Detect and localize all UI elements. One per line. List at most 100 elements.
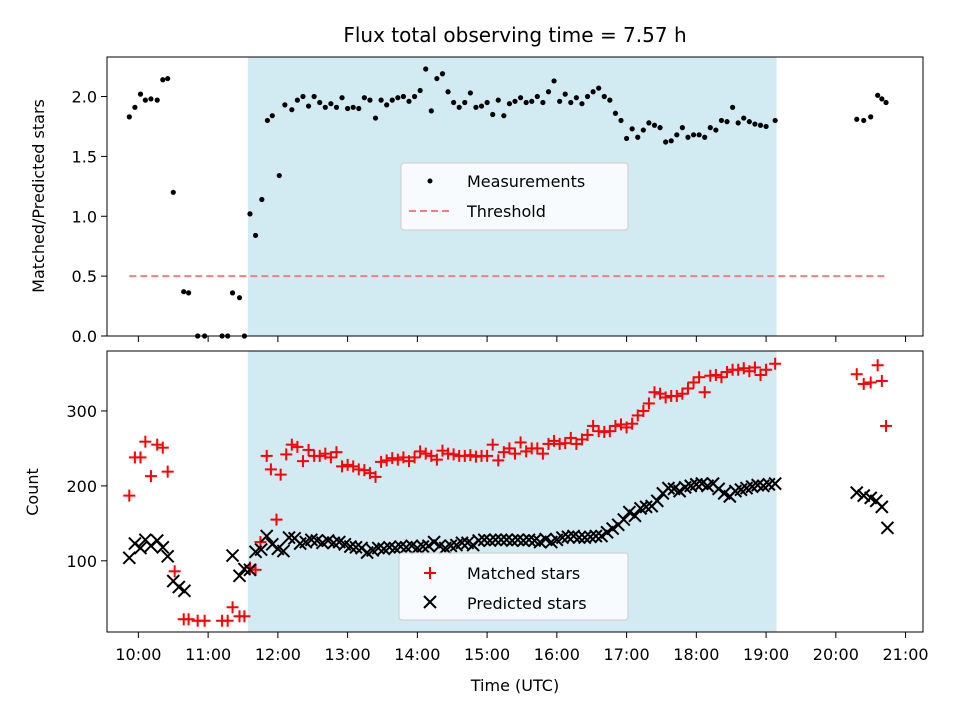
ytick-label: 0.5 — [72, 267, 97, 286]
predicted-stars-point — [243, 563, 257, 577]
measurement-point — [596, 85, 602, 91]
measurement-point — [618, 117, 624, 124]
measurement-point — [305, 103, 312, 109]
measurement-point — [411, 93, 418, 100]
predicted-stars-point — [282, 530, 296, 545]
matched-stars-point — [238, 610, 251, 623]
predicted-stars-point — [589, 529, 603, 543]
matched-stars-point — [430, 453, 443, 466]
matched-stars-point — [548, 434, 561, 447]
measurement-point — [236, 295, 243, 301]
matched-stars-point — [864, 376, 877, 389]
matched-stars-point — [637, 404, 650, 417]
matched-stars-point — [302, 443, 315, 456]
predicted-stars-point — [689, 477, 704, 492]
measurement-point — [746, 119, 752, 125]
predicted-stars-point — [628, 509, 642, 523]
matched-stars-point — [642, 397, 655, 410]
matched-stars-point — [626, 417, 639, 430]
measurement-point — [674, 132, 680, 138]
measurement-point — [690, 132, 697, 138]
measurement-point — [160, 77, 166, 83]
measurement-point — [868, 114, 874, 120]
matched-stars-point — [721, 365, 734, 378]
matched-stars-point — [520, 445, 533, 458]
measurement-point — [490, 111, 496, 118]
measurement-point — [640, 127, 646, 133]
measurement-point — [568, 99, 574, 106]
matched-stars-point — [709, 368, 722, 381]
matched-stars-point — [732, 363, 745, 376]
xtick-label: 10:00 — [115, 645, 161, 664]
predicted-stars-point — [416, 539, 430, 554]
predicted-stars-point — [122, 551, 137, 565]
matched-stars-point — [419, 447, 432, 460]
ytick-label: 300 — [66, 402, 97, 421]
measurement-point — [635, 134, 641, 140]
bottom-panel-frame — [106, 350, 924, 633]
measurement-point — [356, 105, 362, 112]
measurement-point — [517, 95, 524, 101]
measurement-point — [317, 99, 323, 106]
matched-stars-point — [693, 371, 706, 384]
predicted-stars-point — [617, 512, 631, 527]
xtick-label: 20:00 — [813, 645, 859, 664]
predicted-stars-point — [880, 521, 895, 535]
predicted-stars-point — [499, 533, 514, 547]
ytick-label: 100 — [66, 552, 97, 571]
predicted-stars-point — [232, 569, 247, 583]
matched-stars-point — [291, 440, 304, 453]
measurement-point — [132, 104, 138, 110]
predicted-stars-point — [639, 500, 653, 514]
xtick-label: 21:00 — [883, 645, 929, 664]
bottom-panel-marks — [122, 357, 895, 627]
matched-stars-point — [280, 448, 293, 461]
matched-stars-point — [221, 614, 234, 627]
predicted-stars-point — [875, 500, 889, 514]
measurement-point — [501, 113, 507, 119]
legend-label-measurements: Measurements — [467, 172, 585, 191]
matched-stars-point — [274, 468, 287, 481]
measurement-point — [252, 232, 259, 239]
measurement-point — [289, 107, 295, 113]
measurement-point — [333, 104, 340, 110]
predicted-stars-point — [494, 533, 508, 547]
measurement-point — [495, 97, 501, 103]
matched-stars-point — [447, 448, 460, 461]
matched-stars-point — [603, 425, 616, 438]
matched-stars-point — [436, 444, 449, 457]
matched-stars-point — [769, 357, 782, 370]
predicted-stars-point — [254, 542, 268, 557]
matched-stars-point — [249, 563, 262, 576]
matched-stars-point — [880, 419, 893, 432]
matched-stars-point — [123, 489, 136, 502]
predicted-stars-point — [850, 485, 864, 500]
matched-stars-point — [336, 460, 349, 473]
measurement-point — [484, 99, 490, 106]
legend-marker-matched — [424, 567, 436, 579]
predicted-stars-point — [522, 533, 536, 547]
predicted-stars-point — [578, 530, 592, 545]
measurement-point — [417, 87, 423, 94]
matched-stars-point — [648, 386, 661, 399]
measurement-point — [529, 98, 535, 104]
measurement-point — [612, 110, 619, 116]
matched-stars-point — [386, 452, 399, 465]
matched-stars-point — [260, 449, 273, 462]
xtick-label: 12:00 — [255, 645, 301, 664]
measurement-point — [679, 125, 685, 131]
bottom-panel-yticks: 100 200 300 — [66, 402, 107, 571]
matched-stars-point — [375, 455, 388, 468]
matched-stars-point — [391, 453, 404, 466]
measurement-point — [579, 101, 585, 107]
measurement-point — [512, 98, 518, 104]
matched-stars-point — [408, 451, 421, 464]
legend-marker-measurements — [427, 178, 433, 184]
measurement-point — [730, 104, 736, 110]
measurement-point — [339, 95, 345, 101]
matched-stars-point — [198, 614, 211, 627]
matched-stars-point — [182, 613, 195, 626]
measurement-point — [186, 290, 192, 296]
measurement-point — [861, 117, 867, 124]
